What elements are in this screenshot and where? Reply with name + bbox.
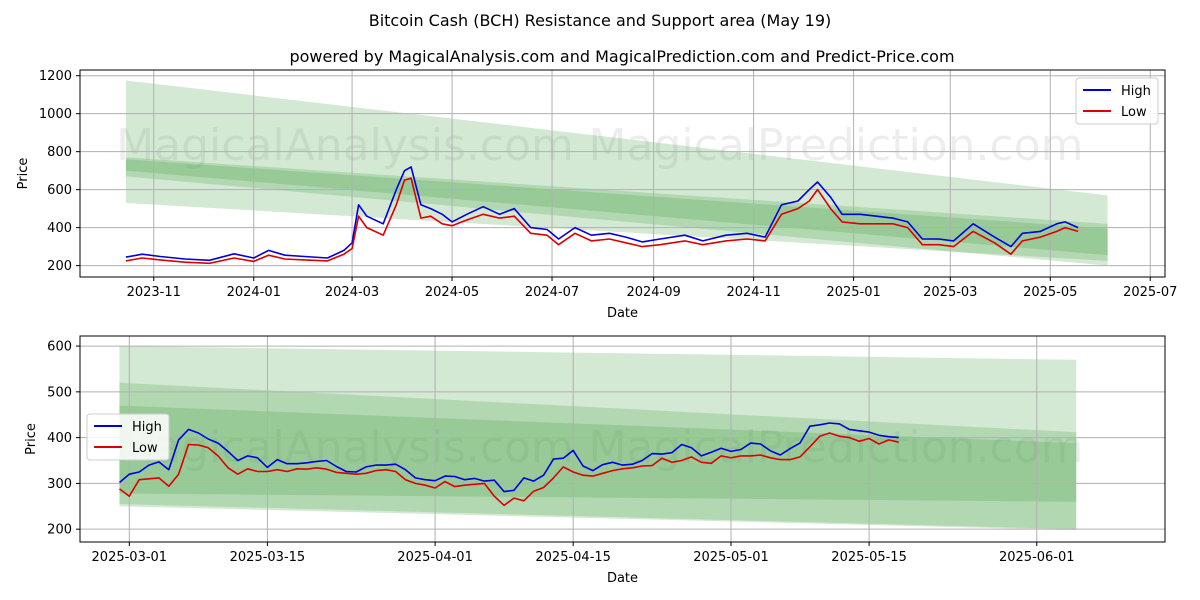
y-tick-label: 1000	[39, 107, 72, 122]
legend-label-high: High	[132, 420, 162, 435]
y-axis-label: Price	[24, 423, 39, 455]
series-low-line	[125, 177, 1079, 265]
y-axis-label: Price	[16, 158, 31, 190]
legend-label-low: Low	[132, 441, 158, 456]
bottom-panel: MagicalAnalysis.com MagicalPrediction.com…	[24, 335, 1166, 586]
series-high-line	[125, 166, 1079, 262]
support-resistance-band	[125, 157, 1108, 266]
y-tick-label: 200	[47, 523, 72, 538]
x-tick-label: 2023-11	[127, 285, 181, 300]
x-tick-label: 2025-05	[1023, 285, 1077, 300]
support-resistance-band	[119, 382, 1077, 531]
support-resistance-band	[125, 80, 1108, 261]
legend-label-high: High	[1121, 84, 1151, 99]
x-axis-label: Date	[607, 571, 638, 586]
watermark: MagicalAnalysis.com	[116, 120, 574, 171]
x-tick-label: 2025-01	[826, 285, 880, 300]
x-tick-label: 2024-09	[626, 285, 680, 300]
x-tick-label: 2024-07	[525, 285, 579, 300]
x-tick-label: 2025-03-15	[230, 550, 306, 565]
series-high-line	[118, 422, 899, 493]
y-tick-label: 1200	[39, 69, 72, 84]
y-tick-label: 600	[47, 183, 72, 198]
chart-title: Bitcoin Cash (BCH) Resistance and Suppor…	[369, 11, 832, 30]
plot-frame	[79, 335, 1166, 543]
x-tick-label: 2025-05-01	[693, 550, 769, 565]
y-tick-label: 400	[47, 431, 72, 446]
y-tick-label: 300	[47, 477, 72, 492]
y-tick-label: 400	[47, 221, 72, 236]
x-tick-label: 2024-03	[325, 285, 379, 300]
x-tick-label: 2024-11	[726, 285, 780, 300]
chart-subtitle: powered by MagicalAnalysis.com and Magic…	[289, 47, 954, 66]
x-tick-label: 2025-04-01	[397, 550, 473, 565]
x-tick-label: 2025-05-15	[831, 550, 907, 565]
x-tick-label: 2025-06-01	[999, 550, 1075, 565]
y-tick-label: 600	[47, 340, 72, 355]
plot-frame	[79, 69, 1166, 278]
support-resistance-band	[119, 405, 1077, 502]
y-tick-label: 500	[47, 385, 72, 400]
series-low-line	[119, 432, 899, 507]
x-tick-label: 2025-03-01	[92, 550, 168, 565]
watermark: MagicalPrediction.com	[589, 120, 1084, 171]
x-tick-label: 2025-03	[923, 285, 977, 300]
watermark: MagicalPrediction.com	[589, 422, 1084, 473]
legend-label-low: Low	[1121, 105, 1147, 120]
top-panel: MagicalAnalysis.com MagicalPrediction.com…	[16, 69, 1177, 321]
y-tick-label: 800	[47, 145, 72, 160]
x-tick-label: 2024-01	[227, 285, 281, 300]
x-axis-label: Date	[607, 306, 638, 321]
x-tick-label: 2025-04-15	[535, 550, 611, 565]
support-resistance-band	[125, 159, 1108, 256]
x-tick-label: 2025-07	[1123, 285, 1177, 300]
y-tick-label: 200	[47, 259, 72, 274]
x-tick-label: 2024-05	[425, 285, 479, 300]
